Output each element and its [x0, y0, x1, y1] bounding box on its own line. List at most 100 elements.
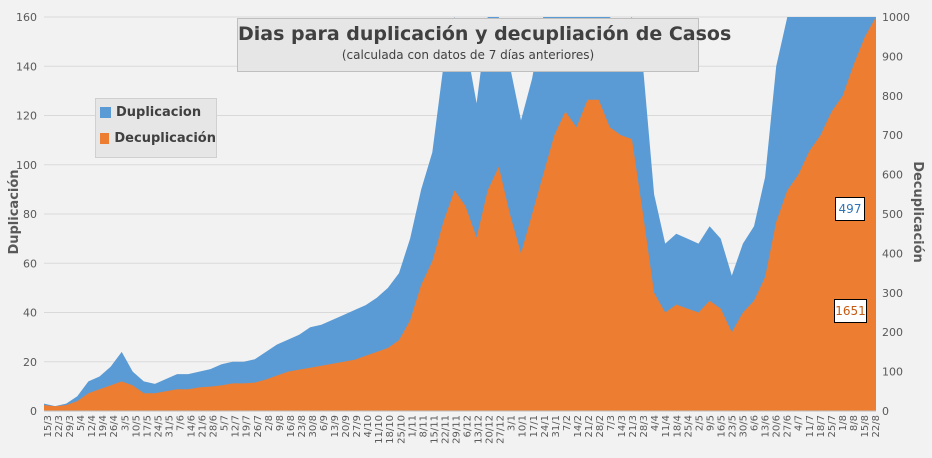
chart-title-box: Dias para duplicación y decupliación de …: [237, 18, 731, 72]
x-tick-label: 17/5: [142, 415, 153, 437]
x-tick-label: 6/9: [319, 415, 330, 431]
x-tick-label: 14/2: [573, 415, 584, 437]
x-tick-label: 18/7: [816, 415, 827, 437]
x-tick-label: 20/9: [341, 415, 352, 437]
x-tick-label: 27/12: [496, 415, 507, 444]
x-tick-label: 2/5: [694, 415, 705, 431]
series-area-decuplicacion: [44, 17, 876, 411]
x-tick-label: 15/11: [429, 415, 440, 444]
x-tick-label: 27/9: [352, 415, 363, 437]
x-tick-label: 3/5: [120, 415, 131, 431]
x-tick-label: 31/1: [551, 415, 562, 437]
legend-swatch-duplicacion: [100, 106, 111, 118]
x-tick-label: 22/3: [54, 415, 65, 437]
x-tick-label: 9/5: [705, 415, 716, 431]
y2-tick-label: 800: [882, 90, 903, 103]
y2-axis-label: Decuplicación: [910, 161, 925, 263]
legend-label-decuplicacion: Decuplicación: [114, 130, 216, 146]
x-tick-label: 15/3: [43, 415, 54, 437]
x-tick-label: 13/6: [761, 415, 772, 437]
x-tick-label: 21/6: [198, 415, 209, 437]
x-tick-label: 8/11: [418, 415, 429, 437]
y-tick-label: 40: [23, 307, 37, 320]
x-tick-label: 30/5: [739, 415, 750, 437]
y-tick-label: 120: [16, 110, 37, 123]
legend-item-duplicacion: Duplicacion: [96, 99, 216, 125]
x-tick-label: 4/10: [363, 415, 374, 437]
x-tick-label: 30/8: [308, 415, 319, 437]
x-tick-label: 18/4: [672, 415, 683, 437]
x-tick-label: 25/10: [396, 415, 407, 444]
x-tick-label: 12/4: [87, 415, 98, 437]
x-tick-label: 5/4: [76, 415, 87, 431]
x-tick-label: 4/4: [650, 415, 661, 431]
x-tick-label: 31/5: [164, 415, 175, 437]
x-tick-label: 1/11: [407, 415, 418, 437]
y-tick-label: 160: [16, 11, 37, 24]
y-tick-label: 20: [23, 356, 37, 369]
x-tick-label: 10/5: [131, 415, 142, 437]
x-tick-label: 17/1: [529, 415, 540, 437]
y2-tick-label: 500: [882, 208, 903, 221]
x-tick-label: 15/8: [860, 415, 871, 437]
x-tick-label: 21/3: [628, 415, 639, 437]
x-tick-label: 19/4: [98, 415, 109, 437]
x-tick-label: 20/6: [772, 415, 783, 437]
series-areas: [44, 17, 876, 411]
x-tick-label: 7/2: [562, 415, 573, 431]
legend-swatch-decuplicacion: [100, 132, 110, 144]
x-tick-label: 19/7: [242, 415, 253, 437]
legend: Duplicacion Decuplicación: [95, 98, 217, 158]
x-tick-label: 6/6: [750, 415, 761, 431]
x-tick-label: 28/6: [209, 415, 220, 437]
y2-tick-label: 700: [882, 129, 903, 142]
x-tick-label: 2/8: [264, 415, 275, 431]
y2-tick-label: 1000: [882, 11, 910, 24]
x-tick-label: 28/2: [595, 415, 606, 437]
x-tick-label: 22/8: [871, 415, 882, 437]
y2-tick-label: 200: [882, 326, 903, 339]
x-tick-label: 10/1: [518, 415, 529, 437]
x-tick-label: 25/4: [683, 415, 694, 437]
x-tick-label: 11/7: [805, 415, 816, 437]
x-tick-label: 24/5: [153, 415, 164, 437]
x-tick-label: 1/8: [838, 415, 849, 431]
x-tick-label: 7/3: [606, 415, 617, 431]
x-tick-label: 27/6: [783, 415, 794, 437]
x-tick-label: 23/5: [728, 415, 739, 437]
y-tick-label: 140: [16, 60, 37, 73]
y-tick-label: 80: [23, 208, 37, 221]
x-tick-label: 29/3: [65, 415, 76, 437]
legend-label-duplicacion: Duplicacion: [116, 104, 202, 120]
axes: 0 20 40 60 80 100 120 140 160 0 100 200 300 400 500 600…: [16, 11, 910, 444]
x-tick-label: 14/3: [617, 415, 628, 437]
x-tick-label: 11/10: [374, 415, 385, 444]
x-tick-label: 28/3: [639, 415, 650, 437]
x-tick-label: 18/10: [385, 415, 396, 444]
y2-tick-label: 600: [882, 169, 903, 182]
last-value-decuplicacion: 1651: [834, 299, 867, 323]
x-tick-label: 13/9: [330, 415, 341, 437]
x-tick-label: 26/4: [109, 415, 120, 437]
x-tick-label: 24/1: [540, 415, 551, 437]
y-tick-label: 100: [16, 159, 37, 172]
x-tick-label: 12/7: [231, 415, 242, 437]
chart-subtitle: (calculada con datos de 7 días anteriore…: [341, 48, 595, 62]
y2-tick-label: 400: [882, 247, 903, 260]
x-tick-label: 22/11: [440, 415, 451, 444]
x-tick-label: 26/7: [253, 415, 264, 437]
x-tick-label: 3/1: [507, 415, 518, 431]
x-tick-label: 21/2: [584, 415, 595, 437]
x-tick-label: 6/12: [463, 415, 474, 437]
x-tick-label: 4/7: [794, 415, 805, 431]
x-tick-label: 14/6: [187, 415, 198, 437]
y-axis-label: Duplicación: [7, 169, 22, 254]
x-tick-label: 7/6: [176, 415, 187, 431]
y-tick-label: 60: [23, 257, 37, 270]
x-tick-label: 29/11: [452, 415, 463, 444]
x-tick-label: 23/8: [297, 415, 308, 437]
y2-tick-label: 0: [882, 405, 889, 418]
x-tick-label: 20/12: [485, 415, 496, 444]
x-tick-label: 25/7: [827, 415, 838, 437]
